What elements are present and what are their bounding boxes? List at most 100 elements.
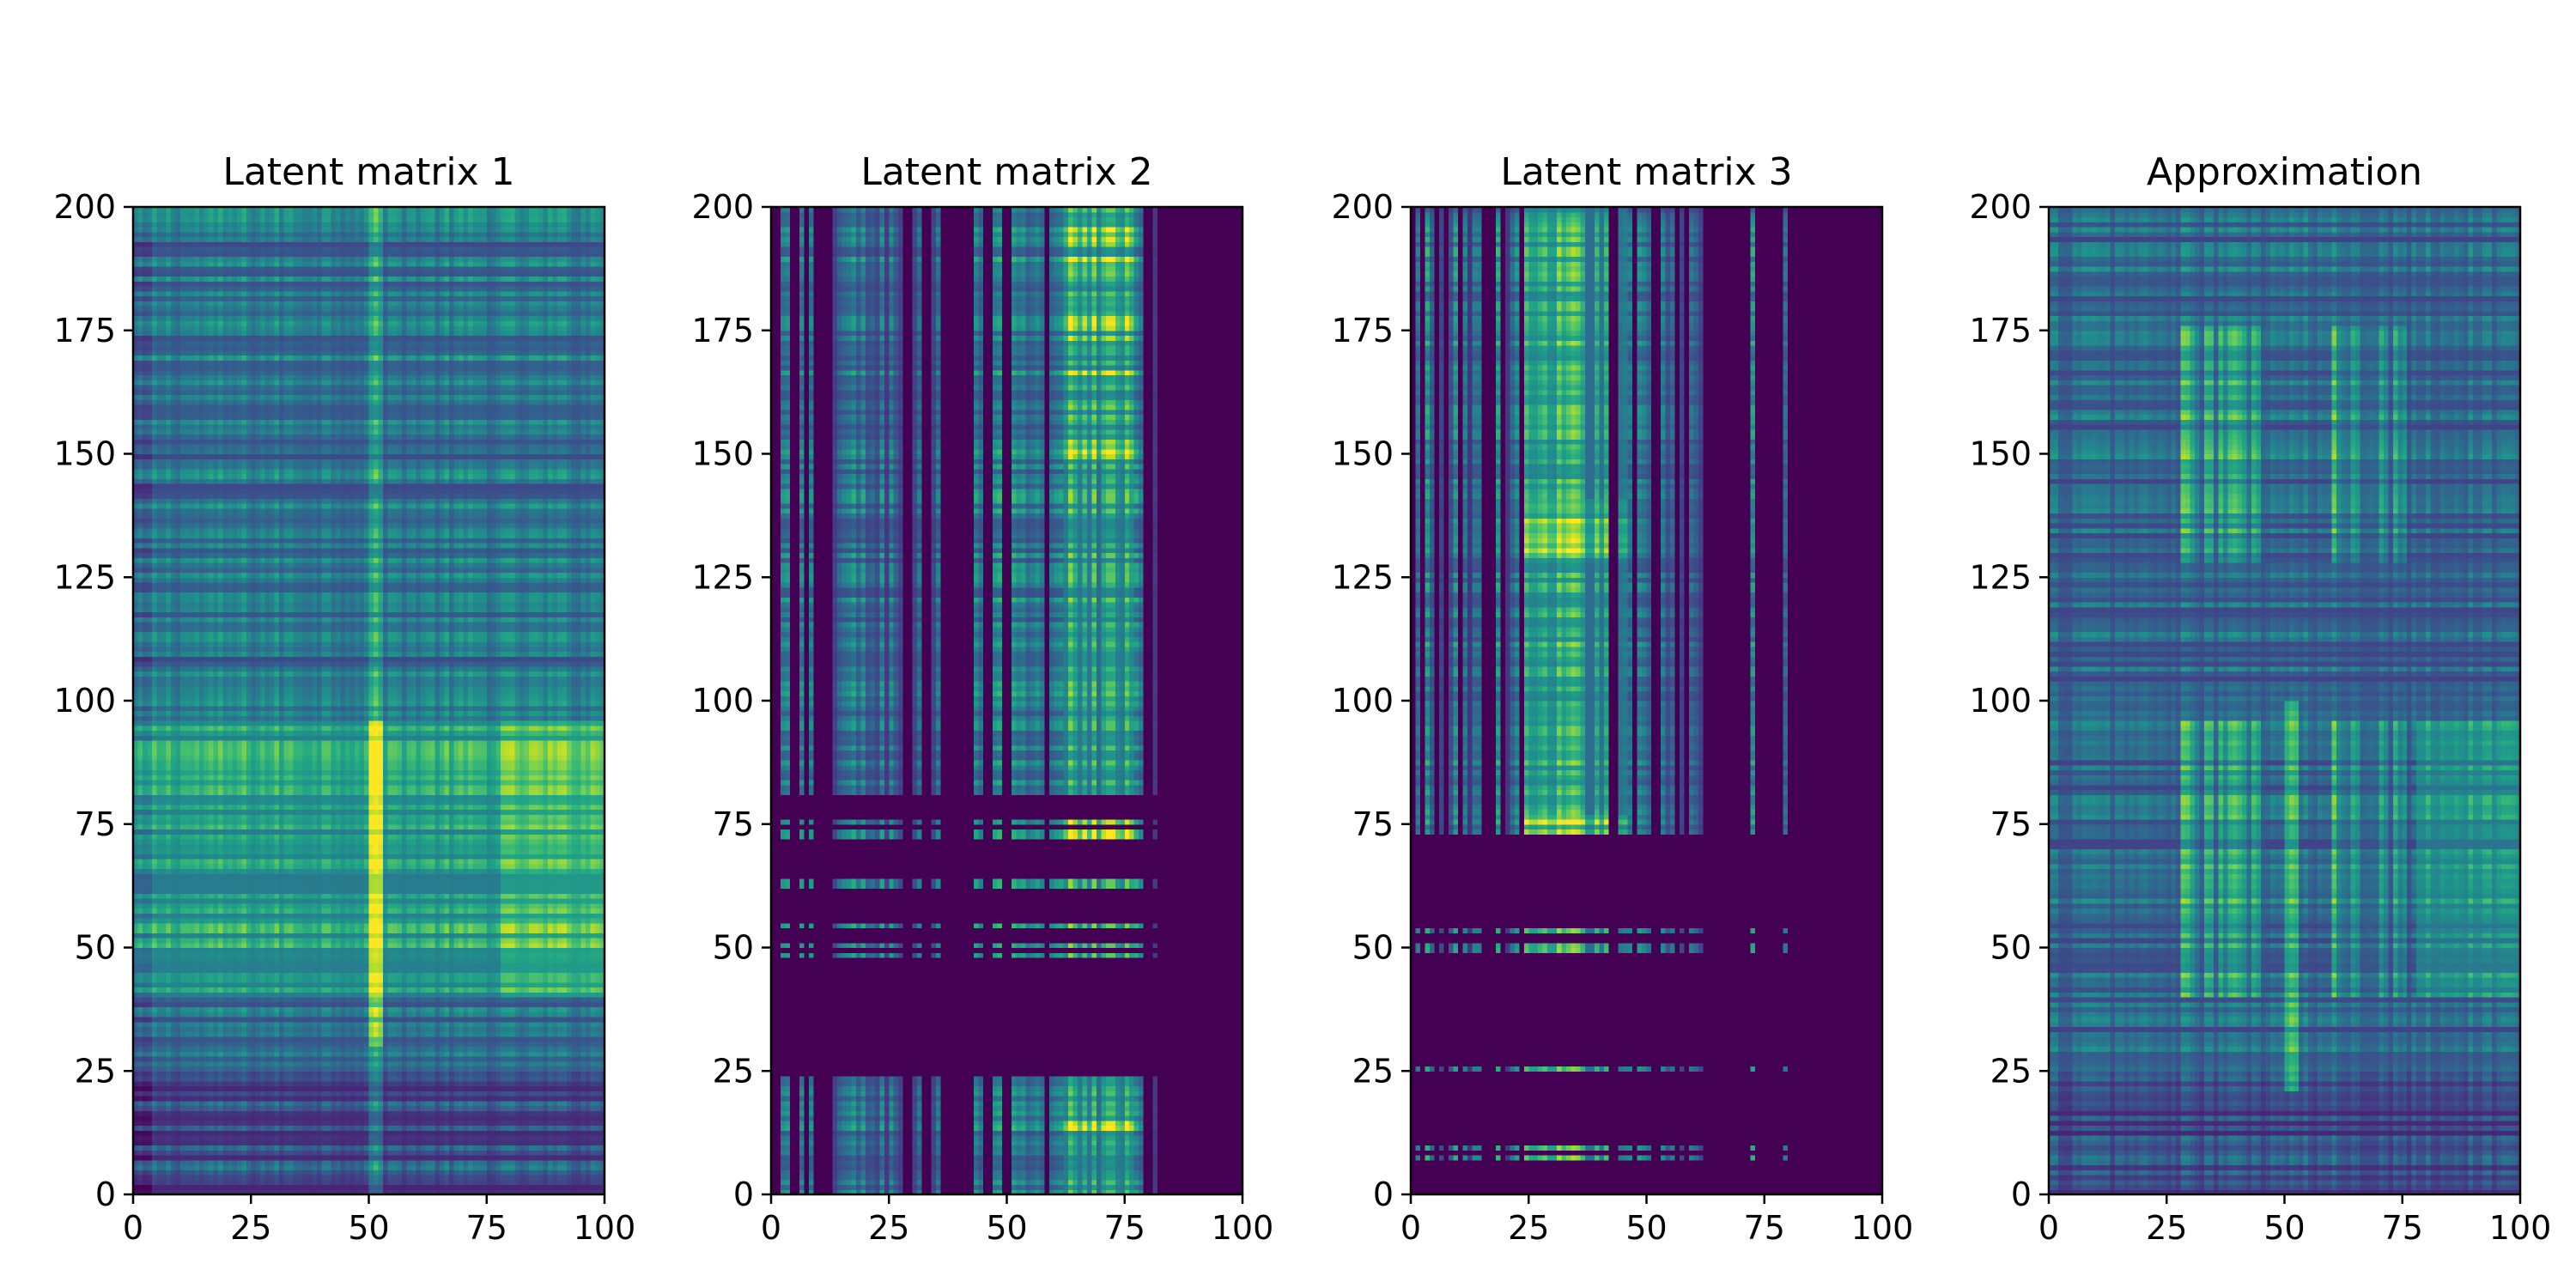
heatmap-cell (204, 1042, 209, 1047)
heatmap-cell (449, 1081, 454, 1086)
heatmap-cell (303, 1165, 313, 1170)
heatmap-cell (350, 1061, 355, 1066)
heatmap-cell (228, 1061, 233, 1066)
heatmap-cell (175, 1155, 180, 1160)
heatmap-cell (251, 1066, 256, 1072)
heatmap-cell (317, 1101, 322, 1106)
heatmap-cell (538, 1170, 544, 1175)
heatmap-cell (515, 1042, 520, 1047)
heatmap-cell (180, 1096, 191, 1101)
heatmap-cell (171, 1101, 176, 1106)
heatmap-cell (591, 1150, 596, 1155)
heatmap-cell (581, 1140, 586, 1145)
heatmap-cell (369, 1150, 374, 1155)
heatmap-cell (350, 1066, 355, 1072)
heatmap-cell (491, 1027, 496, 1032)
heatmap-cell (453, 1036, 459, 1042)
heatmap-cell (406, 1140, 411, 1145)
heatmap-cell (143, 1091, 148, 1096)
heatmap-cell (237, 1022, 242, 1027)
heatmap-cell (204, 1051, 209, 1056)
heatmap-cell (591, 1036, 596, 1042)
heatmap-cell (209, 1126, 214, 1131)
heatmap-cell (459, 1170, 464, 1175)
heatmap-cell (341, 1066, 346, 1072)
heatmap-cell (402, 1096, 407, 1101)
heatmap-cell (143, 1086, 148, 1091)
heatmap-cell (397, 1047, 402, 1052)
heatmap-cell (213, 1086, 218, 1091)
heatmap-cell (449, 1066, 454, 1072)
heatmap-cell (175, 1056, 180, 1061)
heatmap-cell (246, 1175, 252, 1180)
heatmap-cell (204, 1091, 209, 1096)
heatmap-cell (392, 1126, 398, 1131)
heatmap-cell (487, 1130, 492, 1135)
heatmap-cell (572, 1061, 577, 1066)
heatmap-cell (515, 1061, 520, 1066)
heatmap-cell (468, 1126, 473, 1131)
heatmap-cell (397, 1175, 402, 1180)
heatmap-cell (345, 1031, 350, 1036)
heatmap-cell (336, 1126, 341, 1131)
heatmap-cell (213, 1115, 218, 1121)
heatmap-cell (510, 1081, 515, 1086)
heatmap-cell (406, 1160, 411, 1165)
heatmap-cell (501, 1155, 511, 1160)
heatmap-cell (341, 1160, 346, 1165)
heatmap-cell (322, 1130, 332, 1135)
heatmap-cell (477, 1076, 483, 1081)
heatmap-cell (459, 1096, 464, 1101)
heatmap-cell (482, 1126, 487, 1131)
heatmap-cell (515, 1022, 520, 1027)
heatmap-cell (369, 1096, 374, 1101)
heatmap-cell (313, 1140, 318, 1145)
heatmap-cell (369, 1126, 374, 1131)
heatmap-cell (369, 1130, 374, 1135)
heatmap-cell (444, 1130, 449, 1135)
heatmap-cell (444, 1061, 449, 1066)
heatmap-cell (425, 1135, 430, 1140)
heatmap-cell (369, 1135, 374, 1140)
heatmap-cell (496, 1027, 501, 1032)
heatmap-cell (350, 1126, 355, 1131)
heatmap-cell (501, 1110, 506, 1115)
heatmap-cell (416, 1066, 421, 1072)
heatmap-cell (501, 1165, 506, 1170)
heatmap-cell (411, 1130, 416, 1135)
heatmap-cell (360, 1047, 365, 1052)
heatmap-cell (416, 1175, 421, 1180)
heatmap-cell (538, 1140, 544, 1145)
heatmap-cell (562, 1180, 568, 1185)
heatmap-cell (152, 1022, 157, 1027)
heatmap-cell (430, 1091, 435, 1096)
heatmap-cell (482, 1175, 487, 1180)
heatmap-cell (510, 1140, 515, 1145)
heatmap-cell (350, 1135, 355, 1140)
heatmap-cell (256, 1165, 261, 1170)
heatmap-cell (534, 1042, 539, 1047)
heatmap-cell (275, 1115, 280, 1121)
heatmap-cell (256, 1160, 261, 1165)
heatmap-cell (143, 1036, 148, 1042)
heatmap-cell (453, 1047, 459, 1052)
heatmap-cell (374, 1027, 379, 1032)
heatmap-cell (341, 1145, 346, 1151)
heatmap-cell (421, 1180, 426, 1185)
heatmap-cell (529, 1155, 539, 1160)
heatmap-cell (194, 1110, 199, 1115)
heatmap-cell (171, 1076, 176, 1081)
heatmap-cell (468, 1150, 473, 1155)
heatmap-cell (232, 1056, 237, 1061)
heatmap-cell (190, 1101, 195, 1106)
heatmap-cell (175, 1076, 180, 1081)
heatmap-cell (166, 1130, 171, 1135)
heatmap-cell (453, 1106, 459, 1111)
heatmap-cell (355, 1106, 360, 1111)
heatmap-cell (557, 1175, 562, 1180)
heatmap-cell (548, 1110, 553, 1115)
heatmap-cell (553, 1180, 558, 1185)
heatmap-cell (270, 1135, 275, 1140)
heatmap-cell (175, 1101, 180, 1106)
heatmap-cell (260, 1110, 265, 1115)
